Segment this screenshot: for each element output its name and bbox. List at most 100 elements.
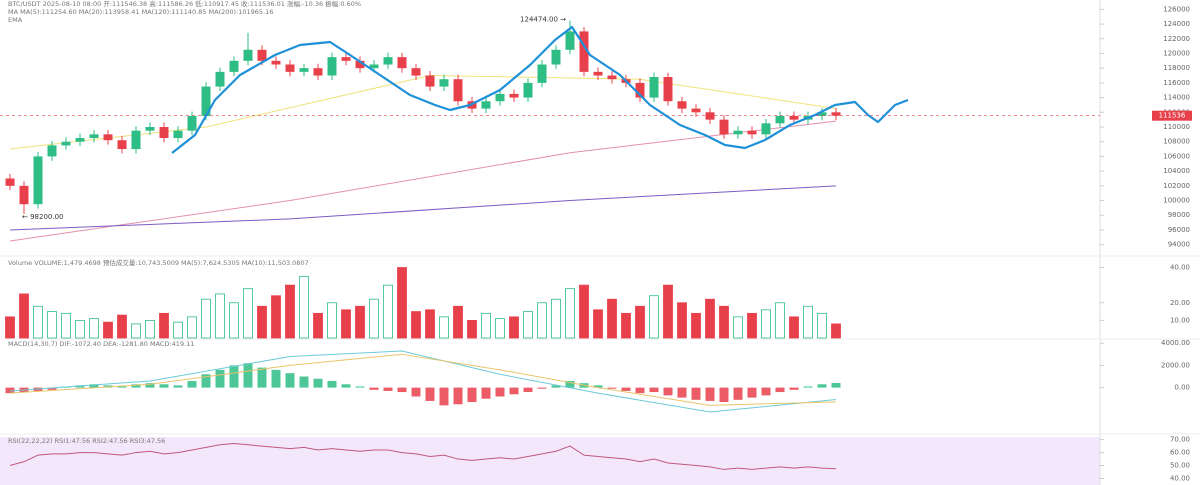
- volume-bar: [523, 311, 533, 339]
- y-tick-label: 104000: [1163, 167, 1190, 175]
- y-tick-label: 94000: [1168, 241, 1190, 249]
- macd-bar: [831, 382, 841, 388]
- indicator-label: MA MA(5):111254.60 MA(20):113958.41 MA(1…: [8, 8, 273, 16]
- candle-body: [453, 79, 463, 102]
- volume-bar: [411, 311, 421, 339]
- macd-bar: [817, 384, 827, 388]
- candle-body: [439, 79, 449, 87]
- volume-bar: [481, 312, 491, 339]
- y-tick-label: 100000: [1163, 197, 1190, 205]
- macd-bar: [411, 387, 421, 397]
- volume-bar: [117, 314, 127, 339]
- candle-body: [761, 123, 771, 135]
- volume-bar: [89, 318, 99, 339]
- price-tag-bg: [1152, 110, 1192, 121]
- macd-bar: [75, 385, 85, 388]
- macd-bar: [369, 387, 379, 390]
- candle-body: [789, 115, 799, 120]
- candle-body: [677, 101, 687, 109]
- macd-bar: [593, 385, 603, 388]
- macd-bar: [425, 387, 435, 401]
- y-tick-label: 122000: [1163, 35, 1190, 43]
- volume-bar: [775, 302, 785, 339]
- price-title: BTC/USDT 2025-08-10 08:00 开:111546.38 高:…: [8, 0, 361, 8]
- candle-body: [47, 145, 57, 157]
- candle-body: [831, 112, 841, 116]
- macd-bar: [649, 387, 659, 393]
- candle-body: [523, 82, 533, 98]
- volume-bar: [103, 321, 113, 339]
- candle-body: [215, 71, 225, 87]
- macd-bar: [89, 384, 99, 388]
- macd-bar: [621, 387, 631, 391]
- candle-body: [159, 127, 169, 139]
- volume-bar: [397, 267, 407, 339]
- macd-bar: [733, 387, 743, 400]
- volume-bar: [33, 305, 43, 339]
- candle-body: [593, 71, 603, 76]
- candle-body: [635, 82, 645, 98]
- volume-bar: [649, 295, 659, 339]
- volume-bar: [383, 284, 393, 339]
- macd-bar: [243, 363, 253, 388]
- volume-bar: [467, 319, 477, 339]
- candle-body: [299, 68, 309, 72]
- annotation: 124474.00 →: [520, 16, 566, 24]
- macd-bar: [47, 387, 57, 390]
- y-tick-label: 98000: [1168, 211, 1190, 219]
- candle-body: [243, 49, 253, 61]
- y-tick-label: 2000.00: [1161, 361, 1190, 369]
- macd-bar: [481, 387, 491, 399]
- volume-bar: [355, 305, 365, 339]
- volume-bar: [495, 318, 505, 339]
- candle-body: [89, 134, 99, 139]
- macd-bar: [495, 387, 505, 397]
- candle-body: [775, 115, 785, 124]
- macd-bar: [397, 387, 407, 393]
- volume-bar: [831, 323, 841, 339]
- macd-bar: [313, 378, 323, 388]
- volume-bar: [761, 309, 771, 339]
- candle-body: [19, 185, 29, 205]
- macd-bar: [131, 384, 141, 388]
- y-tick-label: 60.00: [1170, 449, 1190, 457]
- indicator-label: EMA: [8, 16, 23, 24]
- macd-bar: [383, 387, 393, 391]
- candle-body: [747, 130, 757, 135]
- macd-bar: [257, 367, 267, 388]
- macd-bar: [327, 380, 337, 388]
- y-tick-label: 126000: [1163, 5, 1190, 13]
- volume-bar: [61, 312, 71, 339]
- volume-bar: [579, 284, 589, 339]
- rsi-line: [9, 442, 837, 470]
- macd-bar: [271, 369, 281, 388]
- candle-body: [579, 31, 589, 72]
- macd-bar: [523, 387, 533, 393]
- macd-bar: [551, 385, 561, 388]
- macd-bar: [719, 387, 729, 403]
- volume-bar: [369, 298, 379, 339]
- candle-body: [61, 141, 71, 146]
- volume-bar: [47, 311, 57, 339]
- annotation: ← 98200.00: [22, 213, 64, 221]
- macd-bar: [537, 387, 547, 389]
- volume-bar: [551, 298, 561, 339]
- volume-bar: [453, 305, 463, 339]
- candle-body: [313, 68, 323, 76]
- volume-bar: [705, 298, 715, 339]
- candle-body: [719, 119, 729, 135]
- volume-bar: [789, 316, 799, 339]
- y-tick-label: 106000: [1163, 152, 1190, 160]
- volume-bar: [635, 305, 645, 339]
- rsi-band: [0, 437, 1100, 485]
- candle-body: [131, 130, 141, 150]
- volume-bar: [425, 309, 435, 339]
- volume-bar: [691, 312, 701, 339]
- macd-bar: [229, 365, 239, 388]
- y-tick-label: 114000: [1163, 94, 1190, 102]
- candle-body: [691, 108, 701, 113]
- macd-bar: [635, 387, 645, 394]
- macd-bar: [439, 387, 449, 406]
- y-tick-label: 120000: [1163, 49, 1190, 57]
- volume-bar: [173, 321, 183, 339]
